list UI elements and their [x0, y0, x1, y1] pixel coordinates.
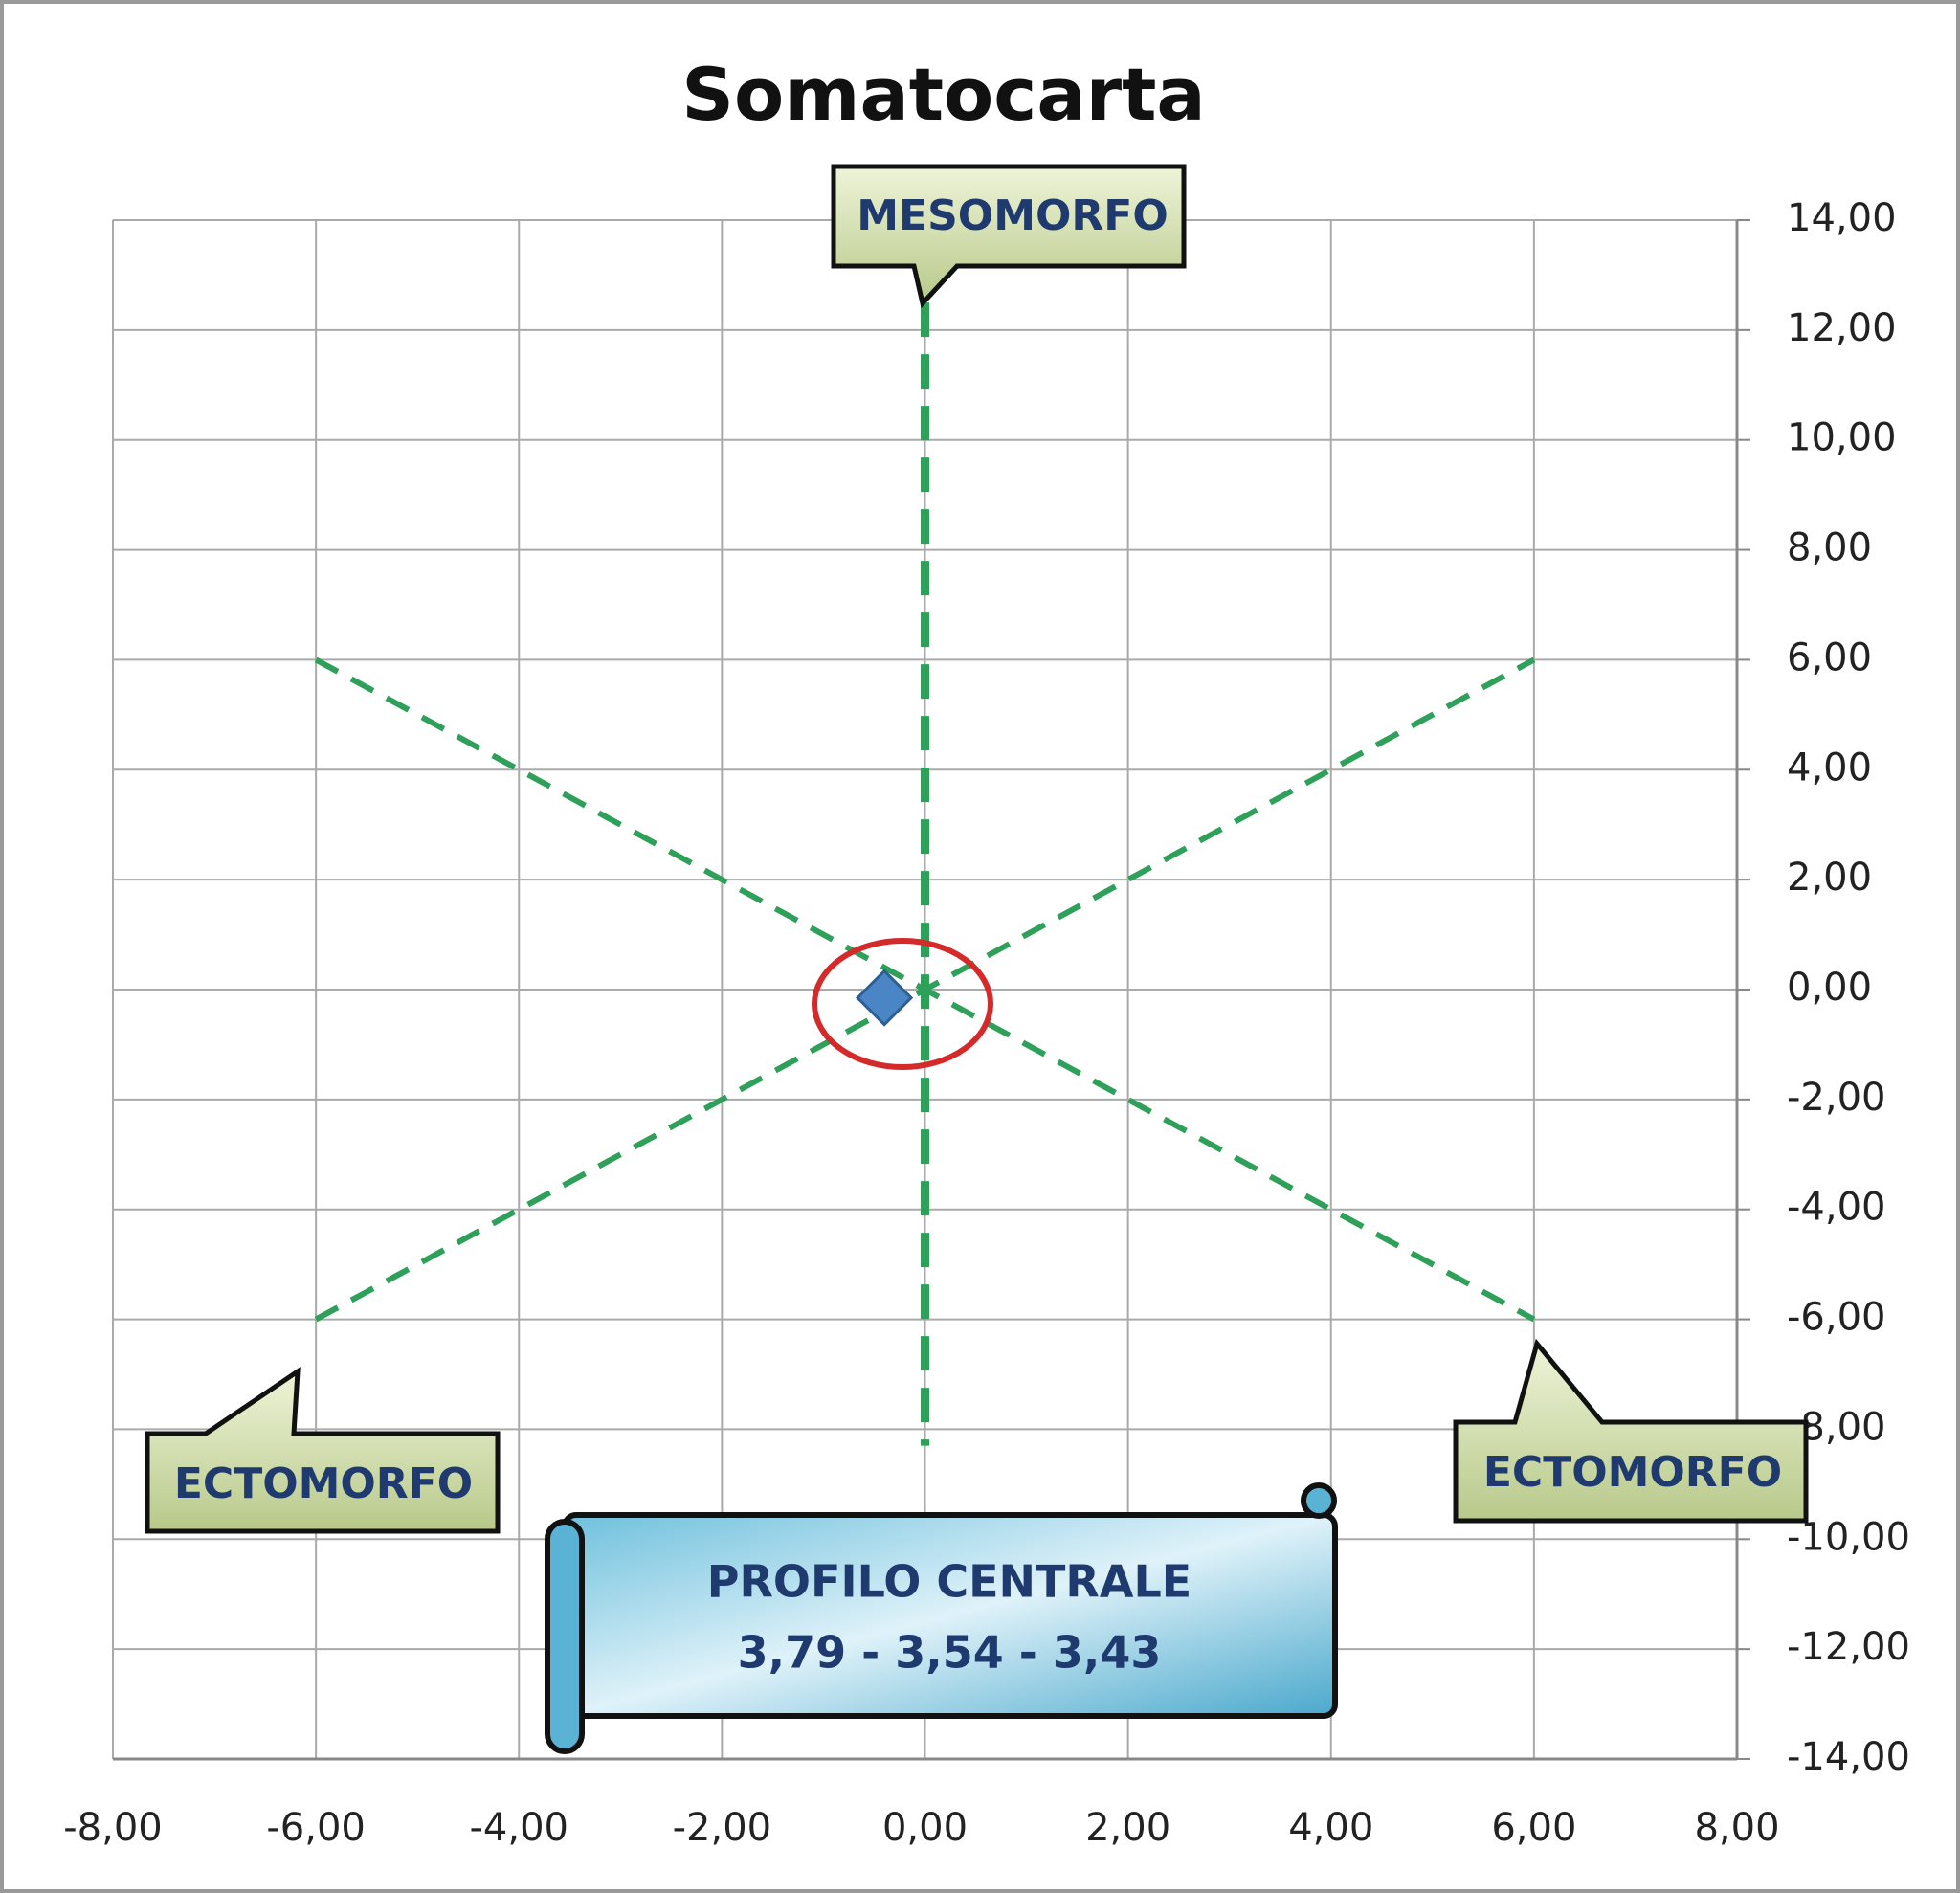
- x-tick-label: -6,00: [266, 1806, 366, 1850]
- x-tick-label: 4,00: [1288, 1806, 1373, 1850]
- y-tick-label: -4,00: [1787, 1186, 1886, 1230]
- x-tick-label: 0,00: [882, 1806, 968, 1850]
- y-tick-label: -12,00: [1787, 1625, 1910, 1669]
- callout-label: ECTOMORFO: [1483, 1448, 1782, 1497]
- y-tick-label: -6,00: [1787, 1296, 1886, 1340]
- chart-title: Somatocarta: [681, 52, 1205, 137]
- callout-label: ECTOMORFO: [174, 1459, 473, 1508]
- banner-values: 3,79 - 3,54 - 3,43: [738, 1627, 1162, 1679]
- banner-body: [562, 1512, 1338, 1719]
- banner-roll: [1301, 1482, 1337, 1519]
- y-tick-label: 2,00: [1787, 856, 1872, 900]
- x-tick-label: -2,00: [673, 1806, 772, 1850]
- reference-line: [314, 657, 1536, 1323]
- y-tick-label: 14,00: [1787, 196, 1897, 240]
- y-tick-label: 12,00: [1787, 306, 1897, 350]
- x-tick-label: -4,00: [470, 1806, 569, 1850]
- highlight-ellipse: [812, 938, 993, 1070]
- callout-box: [145, 1367, 501, 1534]
- x-tick-label: -8,00: [63, 1806, 163, 1850]
- x-tick-label: 6,00: [1491, 1806, 1576, 1850]
- banner-title: PROFILO CENTRALE: [707, 1556, 1192, 1608]
- x-tick-label: 8,00: [1694, 1806, 1779, 1850]
- y-tick-label: -2,00: [1787, 1076, 1886, 1120]
- y-tick-label: 0,00: [1787, 966, 1872, 1010]
- x-tick-label: 2,00: [1085, 1806, 1170, 1850]
- y-tick-label: 8,00: [1787, 526, 1872, 570]
- banner-roll: [545, 1519, 585, 1754]
- callout-label: MESOMORFO: [857, 191, 1168, 240]
- y-tick-label: 10,00: [1787, 416, 1897, 460]
- callout-box: [831, 164, 1187, 309]
- y-tick-label: -14,00: [1787, 1735, 1910, 1779]
- y-tick-label: 6,00: [1787, 635, 1872, 679]
- banner: PROFILO CENTRALE 3,79 - 3,54 - 3,43: [545, 1482, 1338, 1754]
- data-point: [855, 969, 914, 1027]
- y-tick-label: 4,00: [1787, 746, 1872, 790]
- callout-box: [1453, 1338, 1809, 1524]
